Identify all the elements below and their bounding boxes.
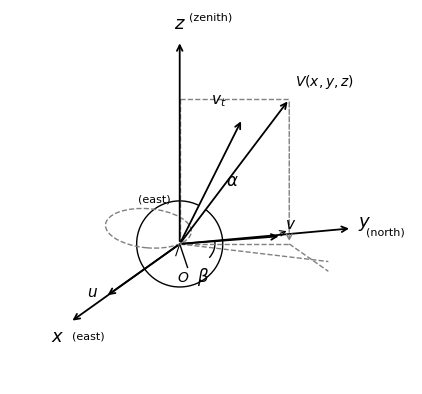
Text: $z$: $z$ bbox=[174, 15, 186, 33]
Text: $O$: $O$ bbox=[177, 271, 190, 285]
Text: $\boldsymbol{v_t}$: $\boldsymbol{v_t}$ bbox=[211, 93, 227, 109]
Text: $u$: $u$ bbox=[87, 285, 97, 300]
Text: $x$: $x$ bbox=[51, 328, 64, 346]
Text: (east): (east) bbox=[138, 195, 170, 205]
Text: $\beta$: $\beta$ bbox=[197, 266, 209, 288]
Text: (zenith): (zenith) bbox=[189, 13, 233, 23]
Text: $v$: $v$ bbox=[285, 217, 297, 232]
Text: $V(x,y,z)$: $V(x,y,z)$ bbox=[295, 73, 354, 91]
Text: (north): (north) bbox=[365, 227, 404, 237]
Text: $y$: $y$ bbox=[358, 216, 371, 233]
Text: $\alpha$: $\alpha$ bbox=[226, 172, 239, 190]
Text: (east): (east) bbox=[72, 332, 105, 342]
